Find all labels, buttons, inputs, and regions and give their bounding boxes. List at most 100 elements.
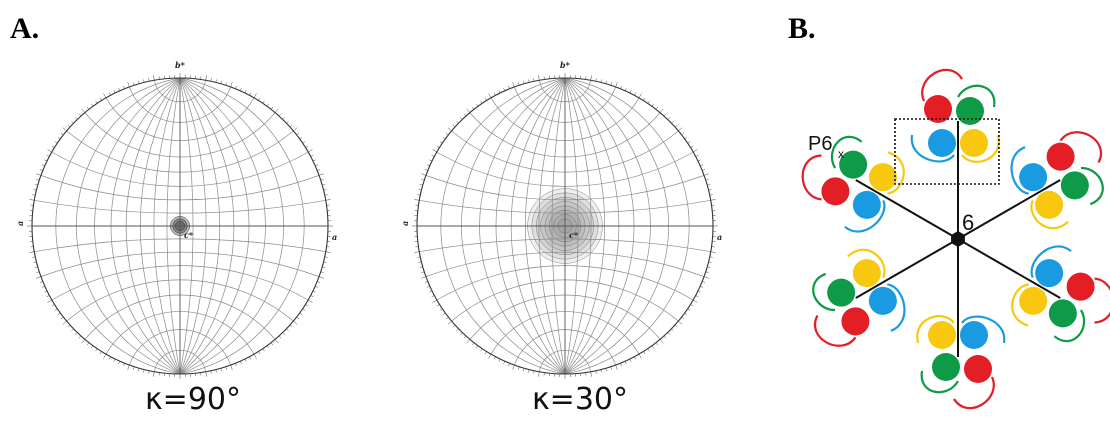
degree-tick	[95, 100, 98, 104]
degree-tick	[118, 361, 121, 365]
colored-ball	[1046, 142, 1075, 171]
degree-tick	[508, 363, 510, 367]
degree-tick	[431, 295, 435, 298]
degree-tick	[78, 335, 82, 339]
degree-tick	[663, 335, 667, 339]
degree-tick	[205, 75, 207, 81]
degree-tick	[123, 363, 125, 367]
degree-tick	[528, 79, 530, 83]
degree-tick	[667, 117, 671, 120]
degree-tick	[684, 312, 688, 315]
degree-tick	[258, 351, 261, 355]
ball-tail	[814, 315, 857, 347]
degree-tick	[29, 199, 35, 201]
degree-tick	[702, 281, 706, 283]
degree-tick	[678, 320, 683, 325]
degree-tick	[456, 328, 459, 332]
degree-tick	[78, 113, 82, 117]
degree-tick	[230, 82, 233, 88]
degree-tick	[421, 271, 425, 273]
degree-tick	[421, 276, 427, 279]
degree-tick	[312, 290, 316, 293]
degree-tick	[262, 100, 265, 104]
degree-tick	[421, 173, 427, 176]
colored-ball	[960, 321, 988, 349]
degree-tick	[239, 87, 242, 91]
degree-tick	[249, 92, 252, 96]
colored-ball	[964, 355, 992, 383]
degree-tick	[452, 124, 456, 128]
asymmetric-unit-motif	[812, 248, 906, 347]
degree-tick	[60, 316, 64, 320]
ball-tail	[1080, 166, 1104, 206]
degree-tick	[432, 149, 437, 153]
degree-tick	[310, 295, 314, 298]
degree-tick	[671, 328, 674, 332]
degree-tick	[442, 137, 446, 140]
degree-tick	[47, 149, 52, 153]
degree-tick	[663, 113, 667, 117]
degree-tick	[33, 261, 37, 263]
degree-tick	[610, 366, 612, 370]
degree-tick	[235, 85, 237, 89]
degree-tick	[282, 117, 286, 120]
degree-tick	[133, 366, 135, 370]
degree-tick	[293, 127, 298, 132]
axis-label-a: a	[717, 232, 722, 242]
degree-tick	[671, 120, 674, 124]
degree-tick	[605, 368, 607, 372]
degree-tick	[484, 97, 487, 101]
degree-tick	[205, 371, 207, 377]
degree-tick	[414, 251, 420, 253]
degree-tick	[426, 285, 430, 288]
degree-tick	[148, 78, 150, 82]
degree-tick	[426, 164, 430, 167]
degree-tick	[615, 82, 618, 88]
degree-tick	[305, 145, 309, 148]
degree-tick	[707, 266, 711, 268]
degree-tick	[484, 351, 487, 355]
degree-tick	[538, 371, 540, 377]
degree-tick	[289, 324, 293, 328]
colored-ball	[852, 190, 881, 219]
colored-ball	[1019, 286, 1048, 315]
ball-tail	[910, 134, 955, 163]
degree-tick	[690, 304, 694, 307]
degree-tick	[452, 324, 456, 328]
degree-tick	[647, 100, 650, 104]
degree-tick	[57, 137, 61, 140]
degree-tick	[235, 363, 237, 367]
degree-tick	[299, 137, 303, 140]
degree-tick	[210, 78, 212, 82]
degree-tick	[432, 299, 437, 303]
colored-ball	[839, 150, 868, 179]
ball-tail	[921, 68, 963, 102]
degree-tick	[710, 251, 716, 253]
degree-tick	[703, 276, 709, 279]
degree-tick	[590, 371, 592, 377]
stereographic-net-kappa-30: b* a c* a	[400, 60, 722, 379]
degree-tick	[36, 276, 42, 279]
ball-tail	[801, 154, 822, 201]
degree-tick	[414, 199, 420, 201]
degree-tick	[318, 276, 324, 279]
colored-ball	[932, 353, 960, 381]
degree-tick	[244, 90, 247, 94]
degree-tick	[424, 281, 428, 283]
colored-ball	[924, 95, 952, 123]
degree-tick	[215, 369, 217, 373]
degree-tick	[419, 266, 423, 268]
degree-tick	[57, 312, 61, 315]
p6-symmetry-diagram: 6 P6 x	[801, 68, 1110, 410]
colored-ball	[1060, 171, 1089, 200]
asymmetric-unit-motif	[916, 315, 1006, 410]
degree-tick	[476, 345, 479, 349]
axis-label-c-star: c*	[184, 230, 194, 240]
degree-tick	[108, 356, 111, 360]
axis-label-c-star: c*	[569, 230, 579, 240]
degree-tick	[46, 154, 50, 157]
ball-tail	[1094, 277, 1110, 324]
degree-tick	[36, 179, 40, 181]
degree-tick	[687, 141, 691, 144]
degree-tick	[74, 117, 78, 120]
